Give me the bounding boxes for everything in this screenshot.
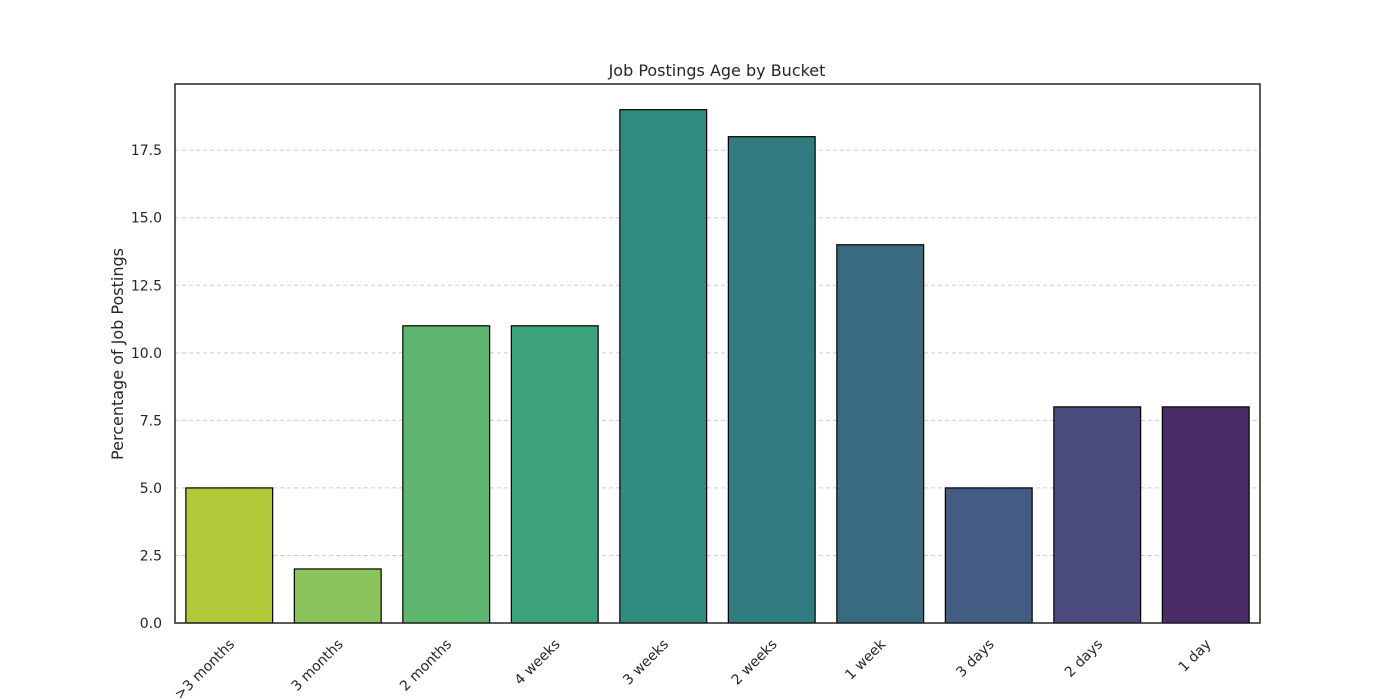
x-tick-label: 3 days xyxy=(953,637,997,681)
x-tick-label: 1 week xyxy=(842,636,889,683)
x-tick-labels: >3 months 3 months 2 months 4 weeks 3 weeks 2… xyxy=(172,636,1215,700)
bar xyxy=(402,325,491,624)
plot-frame xyxy=(174,83,1261,624)
bar xyxy=(619,109,708,624)
y-tick-label: 0.0 xyxy=(140,616,162,632)
bar xyxy=(1161,406,1250,624)
bar xyxy=(1053,406,1142,624)
y-tick-label: 5.0 xyxy=(140,481,162,497)
x-tick-label: 2 days xyxy=(1062,637,1106,681)
chart-title: Job Postings Age by Bucket xyxy=(608,61,826,80)
y-tick-label: 15.0 xyxy=(131,211,162,227)
x-tick-label: 4 weeks xyxy=(512,637,564,689)
bar xyxy=(836,244,925,624)
bars xyxy=(185,109,1250,624)
x-tick-label: 3 months xyxy=(289,637,347,695)
bar xyxy=(510,325,599,624)
y-tick-label: 7.5 xyxy=(140,413,162,429)
y-tick-label: 2.5 xyxy=(140,548,162,564)
bar xyxy=(185,487,274,624)
bar xyxy=(293,568,382,624)
x-tick-label: 2 months xyxy=(397,637,455,695)
y-tick-labels: 0.0 2.5 5.0 7.5 10.0 12.5 15.0 17.5 xyxy=(131,143,162,632)
bar xyxy=(727,136,816,624)
x-tick-label: 2 weeks xyxy=(729,637,781,689)
x-tick-label: 1 day xyxy=(1176,637,1215,676)
x-tick-label: >3 months xyxy=(172,637,238,700)
y-tick-label: 17.5 xyxy=(131,143,162,159)
bar xyxy=(944,487,1033,624)
y-tick-label: 12.5 xyxy=(131,278,162,294)
x-tick-label: 3 weeks xyxy=(620,637,672,689)
y-tick-label: 10.0 xyxy=(131,346,162,362)
y-axis-label: Percentage of Job Postings xyxy=(108,248,127,460)
